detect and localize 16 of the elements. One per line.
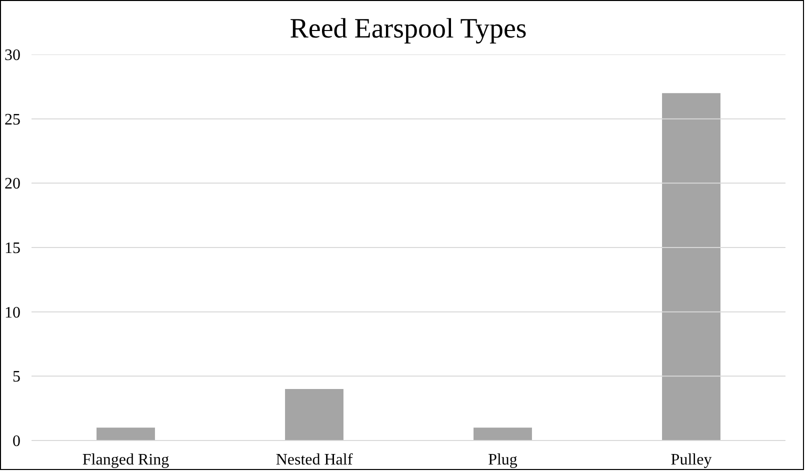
y-tick-label: 5 [12, 368, 20, 386]
bar [662, 93, 720, 440]
y-tick-label: 20 [4, 176, 20, 193]
chart-title: Reed Earspool Types [290, 14, 527, 44]
y-tick-label: 30 [4, 47, 20, 64]
x-tick-label: Pulley [670, 452, 712, 468]
bar [285, 389, 344, 440]
bar [96, 428, 155, 440]
y-tick-label: 0 [12, 433, 20, 450]
y-tick-label: 25 [4, 111, 20, 128]
x-tick-label: Nested Half [276, 452, 354, 468]
y-tick-label: 15 [4, 240, 20, 257]
y-tick-label: 10 [4, 304, 20, 322]
x-tick-label: Plug [488, 452, 518, 468]
bar [474, 428, 532, 440]
x-tick-label: Flanged Ring [82, 452, 170, 468]
